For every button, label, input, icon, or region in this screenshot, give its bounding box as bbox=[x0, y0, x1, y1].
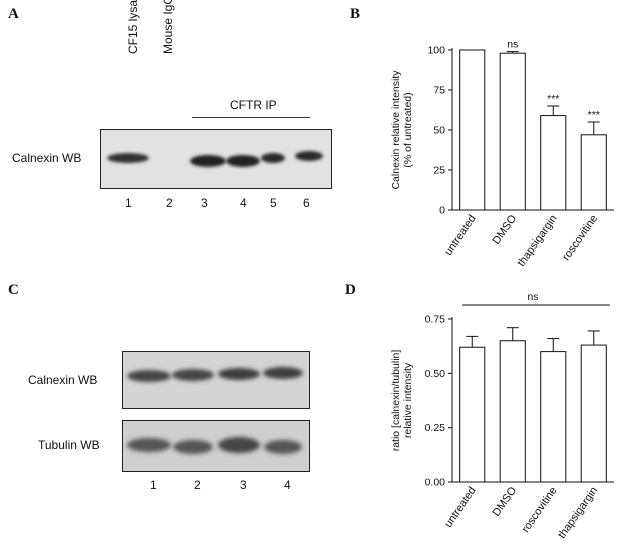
blot-a bbox=[100, 129, 332, 189]
y-axis-label-text: ratio [calnexin/tubulin]relative intensi… bbox=[390, 350, 414, 452]
band-lane-5 bbox=[261, 153, 285, 163]
bar-DMSO bbox=[499, 340, 526, 483]
band-lane-1 bbox=[107, 153, 149, 163]
significance-label: ns bbox=[507, 39, 518, 51]
panel-letter-c: C bbox=[8, 282, 19, 298]
lane-number: 4 bbox=[284, 478, 291, 492]
group-label-cftr-ip: CFTR IP bbox=[230, 98, 277, 112]
band-lane-2 bbox=[172, 369, 214, 381]
panel-letter-d: D bbox=[345, 282, 356, 298]
lane-number: 3 bbox=[201, 196, 208, 210]
lane-header-cf15: CF15 lysate bbox=[126, 0, 140, 54]
band-lane-3 bbox=[218, 368, 260, 380]
category-label: untreated bbox=[442, 213, 478, 258]
y-tick-label: 0.00 bbox=[425, 477, 446, 489]
lane-number: 1 bbox=[150, 478, 157, 492]
category-label: roscovitine bbox=[560, 213, 600, 263]
panel-letter-a: A bbox=[8, 6, 19, 22]
significance-label: *** bbox=[588, 109, 600, 121]
category-label: thapsigargin bbox=[556, 485, 600, 541]
y-axis-label: Calnexin relative intensity(% of untreat… bbox=[390, 70, 414, 190]
band-lane-1 bbox=[127, 438, 171, 452]
chart-d: 0.00 0.25 0.50 0.75 ratio [calnexin/tubulin]… bbox=[390, 292, 614, 541]
band-lane-1 bbox=[127, 370, 171, 382]
y-tick-label: 100 bbox=[427, 45, 445, 57]
lane-number: 1 bbox=[125, 196, 132, 210]
band-lane-4 bbox=[264, 440, 302, 454]
lane-number: 5 bbox=[270, 196, 277, 210]
y-tick-label: 0.25 bbox=[425, 422, 446, 434]
y-tick-label: 0 bbox=[439, 205, 445, 217]
band-lane-4 bbox=[226, 155, 260, 167]
band-lane-3 bbox=[218, 437, 260, 453]
category-label: DMSO bbox=[490, 484, 519, 518]
category-label: roscovitine bbox=[520, 485, 560, 535]
y-tick-label: 0.75 bbox=[425, 314, 446, 326]
lane-number: 2 bbox=[166, 196, 173, 210]
lane-number: 4 bbox=[240, 196, 247, 210]
bar-thapsigargin bbox=[540, 115, 567, 211]
y-tick-label: 75 bbox=[433, 85, 445, 97]
blot-c-calnexin bbox=[122, 351, 310, 409]
lane-header-igg: Mouse IgG IP bbox=[161, 0, 175, 54]
band-lane-4 bbox=[263, 367, 303, 379]
bar-untreated bbox=[459, 49, 486, 211]
bar-roscovitine bbox=[540, 351, 567, 483]
bar-roscovitine bbox=[580, 134, 607, 211]
chart-b: 0 25 50 75 100 Calnexin relative intensity(% … bbox=[390, 39, 614, 269]
band-lane-3 bbox=[190, 155, 226, 167]
band-lane-6 bbox=[295, 151, 323, 161]
y-axis-label: ratio [calnexin/tubulin]relative intensi… bbox=[390, 350, 414, 452]
bar-thapsigargin bbox=[580, 344, 607, 483]
band-lane-2 bbox=[173, 440, 213, 454]
significance-label: *** bbox=[547, 93, 559, 105]
row-label-calnexin-a: Calnexin WB bbox=[12, 151, 82, 165]
row-label-tubulin-c: Tubulin WB bbox=[38, 438, 100, 452]
group-line bbox=[192, 117, 310, 118]
panel-letter-b: B bbox=[350, 6, 361, 22]
bar-untreated bbox=[459, 346, 486, 483]
lane-number: 6 bbox=[303, 196, 310, 210]
y-tick-label: 25 bbox=[433, 165, 445, 177]
y-tick-label: 0.50 bbox=[425, 368, 446, 380]
blot-c-tubulin bbox=[122, 420, 310, 472]
row-label-calnexin-c: Calnexin WB bbox=[28, 373, 98, 387]
category-label: untreated bbox=[442, 485, 478, 530]
category-label: DMSO bbox=[490, 212, 519, 246]
lane-number: 2 bbox=[194, 478, 201, 492]
bar-DMSO bbox=[499, 52, 526, 211]
lane-number: 3 bbox=[240, 478, 247, 492]
significance-bracket-label: ns bbox=[527, 292, 538, 303]
y-tick-label: 50 bbox=[433, 125, 445, 137]
category-label: thapsigargin bbox=[515, 213, 559, 269]
y-axis-label-text: Calnexin relative intensity(% of untreat… bbox=[390, 70, 414, 190]
